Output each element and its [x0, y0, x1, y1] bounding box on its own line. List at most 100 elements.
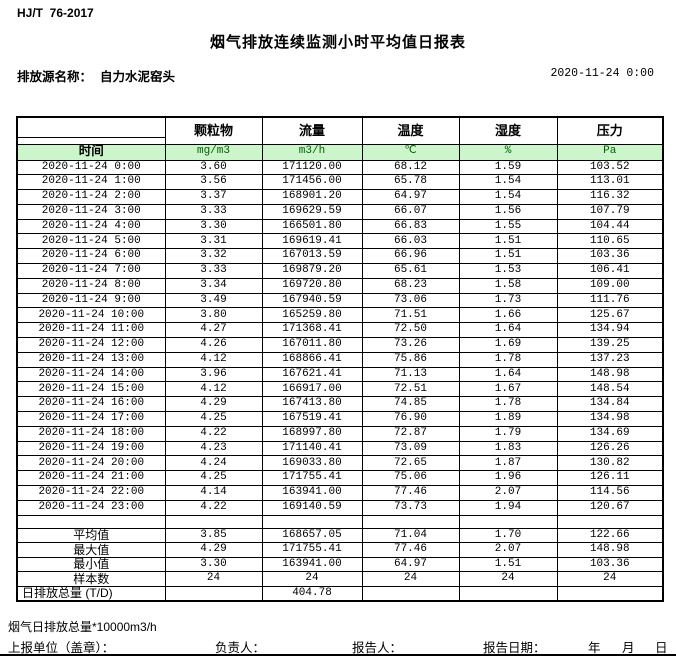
- value-cell: 74.85: [361, 396, 460, 413]
- value-cell: 134.94: [556, 322, 664, 339]
- value-cell: 1.53: [458, 263, 558, 279]
- summary-value-cell: 24: [261, 571, 363, 587]
- time-cell: 2020-11-24 4:00: [16, 218, 166, 235]
- value-cell: 2.07: [458, 485, 558, 501]
- value-cell: 103.52: [556, 159, 664, 176]
- value-cell: 71.13: [361, 366, 460, 383]
- value-cell: 4.29: [164, 396, 263, 413]
- value-cell: 1.59: [458, 159, 558, 176]
- value-cell: 171140.41: [261, 440, 363, 457]
- value-cell: 71.51: [361, 307, 460, 324]
- value-cell: 169140.59: [261, 499, 363, 516]
- unit-particulate: mg/m3: [164, 143, 263, 161]
- report-table: 颗粒物 流量 温度 湿度 压力 时间 mg/m3 m3/h ℃ % Pa 202…: [16, 116, 664, 603]
- value-cell: 3.31: [164, 233, 263, 250]
- reporter-label: 报告人：: [352, 641, 403, 655]
- value-cell: 167013.59: [261, 248, 363, 265]
- unit-pressure: Pa: [556, 143, 664, 161]
- value-cell: 65.61: [361, 263, 460, 279]
- value-cell: 3.34: [164, 277, 263, 294]
- value-cell: 4.26: [164, 337, 263, 353]
- value-cell: 169619.41: [261, 233, 363, 250]
- signature-line: 上报单位（盖章）： 负责人： 报告人： 报告日期： 年 月 日: [0, 637, 676, 655]
- year-label: 年: [588, 641, 601, 655]
- header-row: 颗粒物 流量 温度 湿度 压力: [16, 116, 664, 145]
- table-header: 颗粒物 流量 温度 湿度 压力 时间 mg/m3 m3/h ℃ % Pa: [16, 116, 664, 161]
- time-cell: 2020-11-24 19:00: [16, 440, 166, 457]
- value-cell: 3.33: [164, 263, 263, 279]
- value-cell: 4.25: [164, 411, 263, 427]
- value-cell: 1.55: [458, 218, 558, 235]
- value-cell: 1.96: [458, 470, 558, 487]
- table-row: 2020-11-24 1:00 3.56 171456.00 65.78 1.54 113…: [16, 174, 664, 191]
- value-cell: 4.24: [164, 455, 263, 472]
- summary-value-cell: 24: [556, 571, 664, 587]
- value-cell: 4.22: [164, 425, 263, 442]
- value-cell: 66.83: [361, 218, 460, 235]
- table-row: 2020-11-24 17:00 4.25 167519.41 76.90 1.89 13…: [16, 411, 664, 427]
- day-label: 日: [655, 641, 668, 655]
- value-cell: 76.90: [361, 411, 460, 427]
- col-header-flow: 流量: [261, 116, 363, 145]
- value-cell: 72.87: [361, 425, 460, 442]
- value-cell: 1.67: [458, 381, 558, 398]
- value-cell: 1.78: [458, 396, 558, 413]
- total-emission-note: 烟气日排放总量*10000m3/h: [8, 620, 157, 634]
- value-cell: 75.06: [361, 470, 460, 487]
- table-row: 2020-11-24 20:00 4.24 169033.80 72.65 1.87 13…: [16, 455, 664, 472]
- value-cell: 64.97: [361, 189, 460, 205]
- value-cell: 3.30: [164, 218, 263, 235]
- value-cell: 4.27: [164, 322, 263, 339]
- value-cell: 1.64: [458, 322, 558, 339]
- value-cell: 1.89: [458, 411, 558, 427]
- time-cell: 2020-11-24 16:00: [16, 396, 166, 413]
- summary-value-cell: [556, 586, 664, 602]
- col-header-particulate: 颗粒物: [164, 116, 263, 145]
- summary-value-cell: 3.85: [164, 527, 263, 544]
- time-cell: 2020-11-24 1:00: [16, 174, 166, 191]
- value-cell: 3.56: [164, 174, 263, 191]
- summary-row: 平均值 3.85 168657.05 71.04 1.70 122.66: [16, 527, 664, 544]
- summary-value-cell: 163941.00: [261, 556, 363, 573]
- time-cell: 2020-11-24 23:00: [16, 499, 166, 516]
- unit-temperature: ℃: [361, 143, 460, 161]
- value-cell: 66.96: [361, 248, 460, 265]
- summary-value-cell: 77.46: [361, 542, 460, 558]
- summary-value-cell: 71.04: [361, 527, 460, 544]
- corner-cell: [16, 116, 166, 145]
- table-row: 2020-11-24 14:00 3.96 167621.41 71.13 1.64 14…: [16, 366, 664, 383]
- table-row: 2020-11-24 19:00 4.23 171140.41 73.09 1.83 12…: [16, 440, 664, 457]
- table-row: 2020-11-24 22:00 4.14 163941.00 77.46 2.07 11…: [16, 485, 664, 501]
- value-cell: 109.00: [556, 277, 664, 294]
- value-cell: 126.11: [556, 470, 664, 487]
- time-cell: 2020-11-24 9:00: [16, 292, 166, 309]
- summary-value-cell: [361, 586, 460, 602]
- table-row: 2020-11-24 11:00 4.27 171368.41 72.50 1.64 13…: [16, 322, 664, 339]
- time-cell: 2020-11-24 2:00: [16, 189, 166, 205]
- source-name-label: 排放源名称：: [17, 70, 93, 84]
- value-cell: 65.78: [361, 174, 460, 191]
- value-cell: 111.76: [556, 292, 664, 309]
- empty-cell: [261, 514, 363, 529]
- summary-value-cell: 24: [458, 571, 558, 587]
- value-cell: 139.25: [556, 337, 664, 353]
- summary-label-cell: 最小值: [16, 556, 166, 573]
- value-cell: 72.50: [361, 322, 460, 339]
- value-cell: 72.51: [361, 381, 460, 398]
- table-row: 2020-11-24 18:00 4.22 168997.80 72.87 1.79 13…: [16, 425, 664, 442]
- summary-value-cell: 1.51: [458, 556, 558, 573]
- value-cell: 3.49: [164, 292, 263, 309]
- value-cell: 4.14: [164, 485, 263, 501]
- empty-cell: [361, 514, 460, 529]
- table-row: 2020-11-24 6:00 3.32 167013.59 66.96 1.51 103…: [16, 248, 664, 265]
- value-cell: 110.65: [556, 233, 664, 250]
- value-cell: 171368.41: [261, 322, 363, 339]
- unit-flow: m3/h: [261, 143, 363, 161]
- summary-value-cell: 3.30: [164, 556, 263, 573]
- summary-value-cell: 4.29: [164, 542, 263, 558]
- value-cell: 1.54: [458, 189, 558, 205]
- value-cell: 1.56: [458, 203, 558, 220]
- value-cell: 171120.00: [261, 159, 363, 176]
- time-cell: 2020-11-24 10:00: [16, 307, 166, 324]
